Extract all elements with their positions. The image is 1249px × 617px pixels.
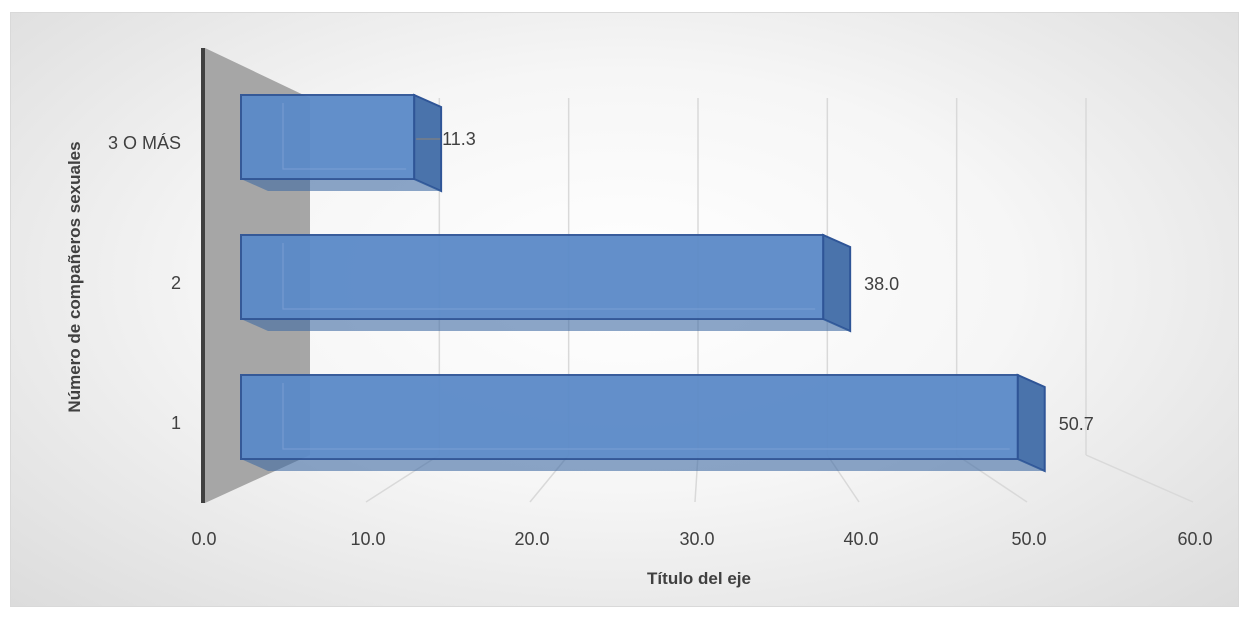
bar-inner-edge (282, 103, 407, 170)
x-axis-title: Título del eje (647, 569, 751, 588)
x-tick-label: 60.0 (1177, 529, 1212, 549)
bar (240, 93, 443, 193)
bar-side-face (413, 93, 443, 193)
x-tick-label: 20.0 (514, 529, 549, 549)
x-tick-label: 10.0 (350, 529, 385, 549)
bar-side-face (1016, 373, 1046, 473)
x-tick-label: 50.0 (1011, 529, 1046, 549)
bar-inner-edge (282, 383, 1010, 450)
x-tick-label: 0.0 (191, 529, 216, 549)
bar (240, 233, 852, 333)
x-tick-label: 30.0 (679, 529, 714, 549)
data-label: 38.0 (864, 274, 899, 294)
category-tick-label: 3 O MÁS (108, 133, 181, 153)
data-label: 50.7 (1059, 414, 1094, 434)
x-tick-label: 40.0 (843, 529, 878, 549)
bar-bottom-face (241, 179, 442, 191)
bar-bottom-face (241, 459, 1045, 471)
bar (240, 373, 1046, 473)
bar-inner-edge (282, 243, 816, 310)
category-tick-label: 2 (171, 273, 181, 293)
category-tick-label: 1 (171, 413, 181, 433)
bar-front-face (240, 94, 416, 180)
bar-front-face (240, 374, 1019, 460)
gridline-floor (1085, 454, 1194, 503)
data-label: 11.3 (442, 129, 476, 149)
bar-front-face (240, 234, 825, 320)
bar-bottom-face (241, 319, 851, 331)
bar-side-face (822, 233, 852, 333)
y-axis-title: Número de compañeros sexuales (65, 141, 84, 412)
